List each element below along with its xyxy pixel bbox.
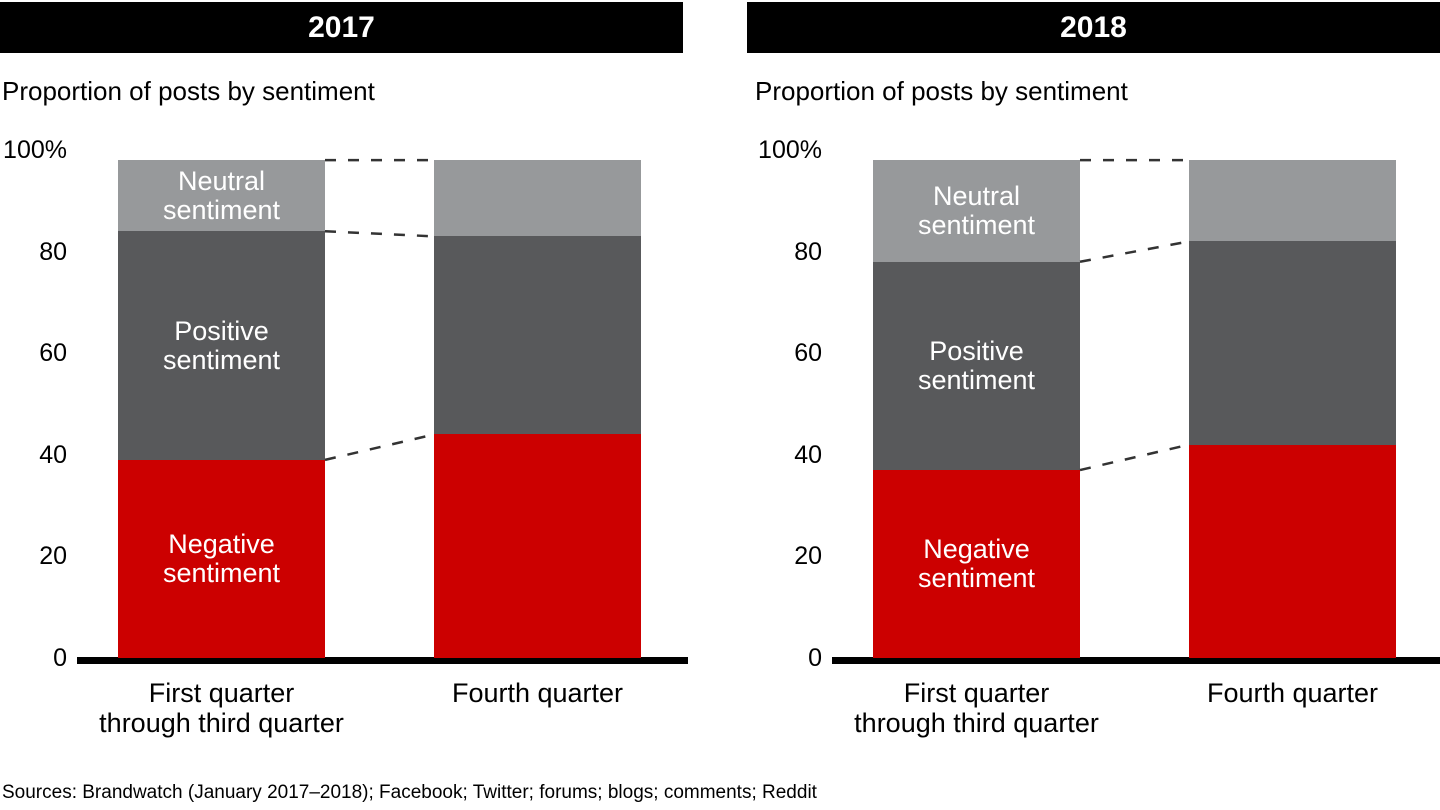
x-axis-label: First quarter through third quarter <box>99 678 344 738</box>
y-tick-label: 60 <box>39 339 67 368</box>
segment-label-negative: Negative sentiment <box>162 528 281 588</box>
y-tick-label: 20 <box>39 542 67 571</box>
y-tick-label: 40 <box>39 440 67 469</box>
bar-segment-positive <box>873 261 1080 471</box>
y-tick-label: 100% <box>758 136 822 164</box>
bar-segment-neutral <box>873 160 1080 262</box>
segment-label-neutral: Neutral sentiment <box>162 165 281 225</box>
bar-segment-negative <box>434 434 641 658</box>
y-tick-label: 100% <box>3 136 67 164</box>
y-tick-label: 80 <box>794 237 822 266</box>
y-tick-label: 40 <box>794 440 822 469</box>
y-tick-label: 0 <box>53 644 67 672</box>
segment-label-positive: Positive sentiment <box>917 335 1036 395</box>
axis-units-title: Proportion of posts by sentiment <box>755 76 1128 106</box>
x-axis-label: First quarter through third quarter <box>854 678 1099 738</box>
segment-label-neutral: Neutral sentiment <box>917 180 1036 240</box>
plot-area-2017: 0 20 40 60 80 100% Negative sentiment Positive se… <box>0 0 693 810</box>
bar-segment-neutral <box>434 160 641 237</box>
x-axis-baseline <box>832 657 1440 664</box>
chart-title-banner: 2018 <box>747 2 1440 53</box>
source-note: Sources: Brandwatch (January 2017–2018);… <box>2 782 817 803</box>
bar-segment-negative <box>1189 444 1396 658</box>
chart-2017: 2017 Proportion of posts by sentiment 0 2… <box>0 0 693 810</box>
x-axis-label: Fourth quarter <box>1206 678 1379 708</box>
plot-area-2018: 0 20 40 60 80 100% Negative sentiment Positive se… <box>747 0 1440 810</box>
axis-units-title: Proportion of posts by sentiment <box>2 76 375 106</box>
segment-label-positive: Positive sentiment <box>162 315 281 375</box>
bar-segment-positive <box>118 231 325 460</box>
x-axis-baseline <box>77 657 688 664</box>
y-tick-label: 60 <box>794 339 822 368</box>
bar-segment-negative <box>118 459 325 658</box>
y-tick-label: 20 <box>794 542 822 571</box>
bar-segment-positive <box>434 236 641 435</box>
bar-segment-neutral <box>1189 160 1396 242</box>
bar-segment-neutral <box>118 160 325 232</box>
bar-segment-positive <box>1189 241 1396 445</box>
bar-segment-negative <box>873 470 1080 658</box>
chart-title-banner: 2017 <box>0 2 683 53</box>
segment-label-negative: Negative sentiment <box>917 534 1036 594</box>
y-tick-label: 80 <box>39 237 67 266</box>
x-axis-label: Fourth quarter <box>451 678 624 708</box>
y-tick-label: 0 <box>808 644 822 672</box>
chart-2018: 2018 Proportion of posts by sentiment 0 2… <box>747 0 1440 810</box>
